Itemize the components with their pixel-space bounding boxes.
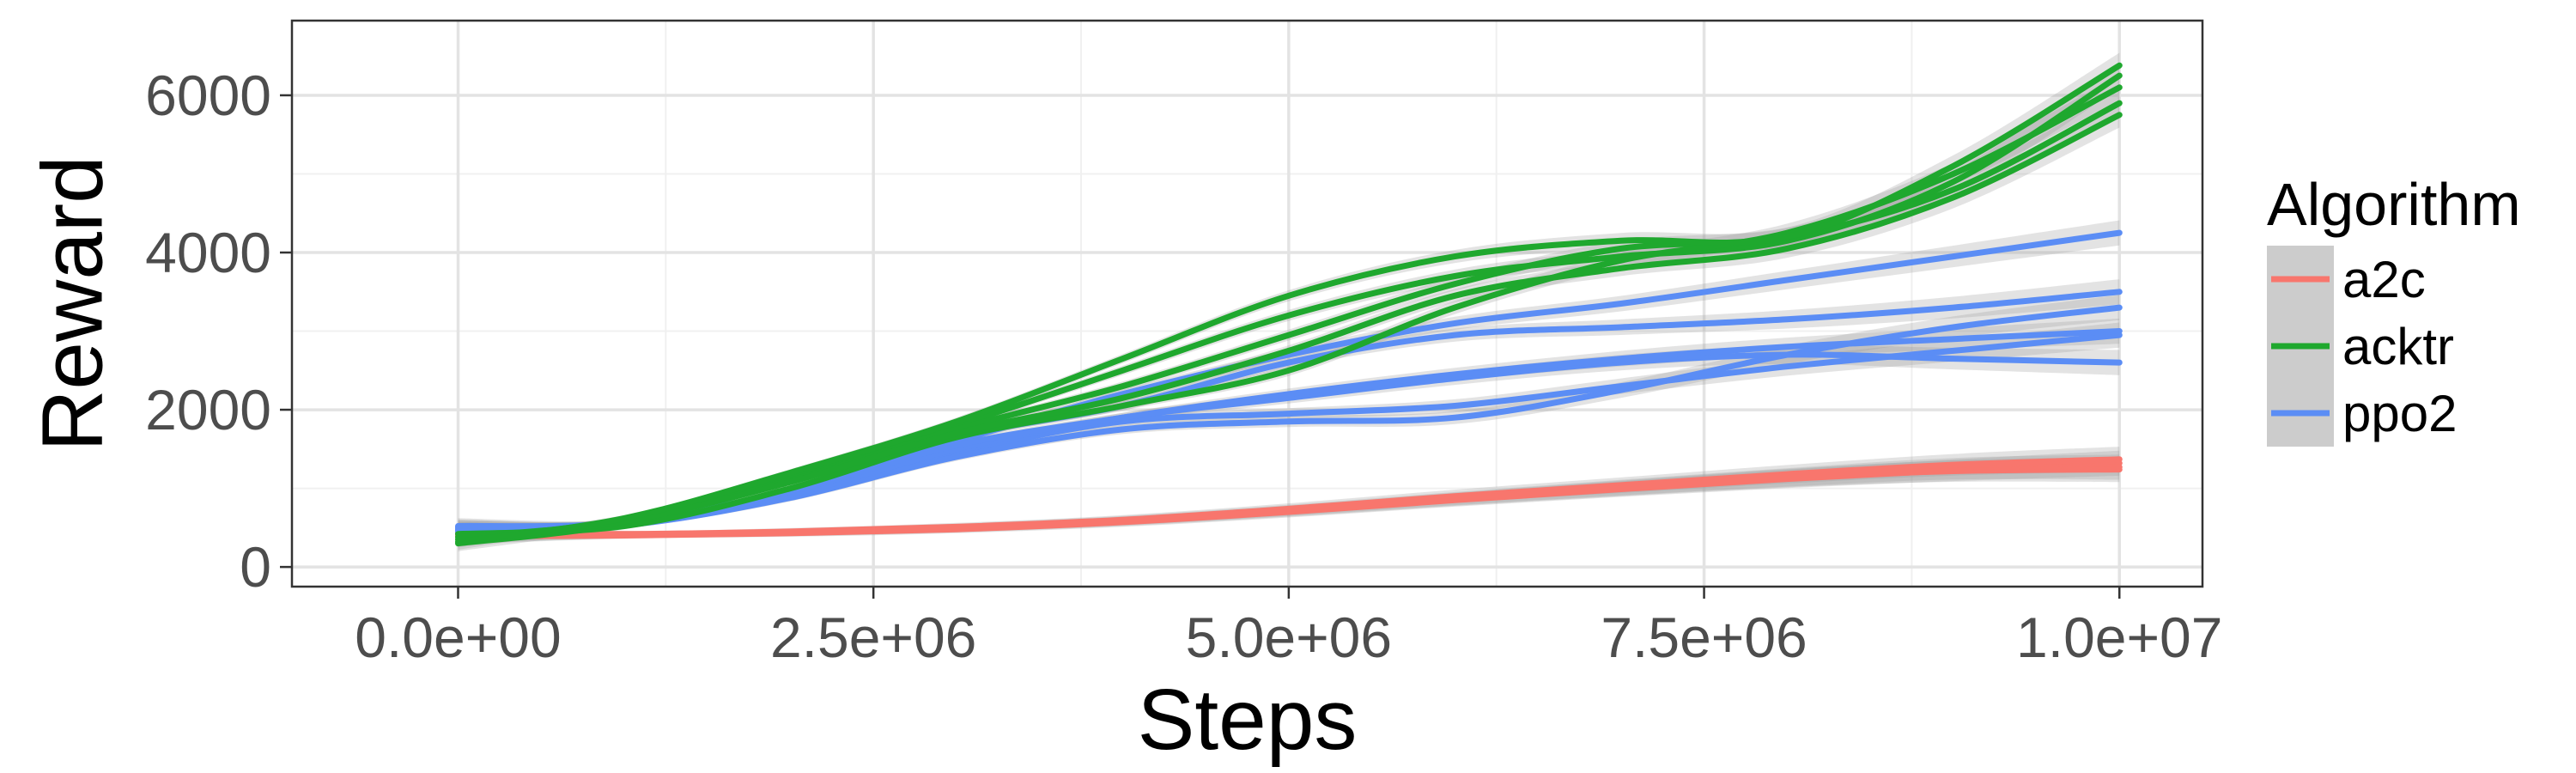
confidence-band-a2c [458,447,2120,540]
plot-panel-border [290,19,2204,588]
series-line-acktr [455,62,2123,545]
y-tick-label: 6000 [145,64,271,127]
legend-label-acktr: acktr [2342,318,2454,375]
x-tick-label: 0.0e+00 [355,606,561,669]
x-tick-label: 2.5e+06 [770,606,976,669]
x-tick-label: 5.0e+06 [1186,606,1392,669]
legend-label-ppo2: ppo2 [2342,385,2457,442]
confidence-band-ppo2 [458,220,2120,536]
legend-label-a2c: a2c [2342,251,2426,308]
legend: Algorithm a2c acktr ppo2 [2267,171,2521,447]
series-line-acktr [455,112,2123,540]
x-axis-title: Steps [1138,672,1358,768]
legend-items: a2c acktr ppo2 [2267,246,2457,447]
confidence-band-acktr [458,52,2120,550]
grid [292,21,2202,587]
y-tick-label: 2000 [145,378,271,441]
confidence-band-a2c [458,454,2120,542]
y-tick-label: 4000 [145,221,271,284]
axes: 0.0e+00 2.5e+06 5.0e+06 7.5e+06 1.0e+07 0 2000… [145,64,2222,669]
series-lines [455,62,2123,547]
confidence-band-ppo2 [458,344,2120,540]
series-line-a2c [455,466,2123,539]
x-tick-label: 7.5e+06 [1601,606,1807,669]
y-tick-label: 0 [240,535,271,599]
y-axis-title: Reward [24,155,120,452]
x-tick-label: 1.0e+07 [2016,606,2222,669]
legend-title: Algorithm [2267,171,2521,238]
